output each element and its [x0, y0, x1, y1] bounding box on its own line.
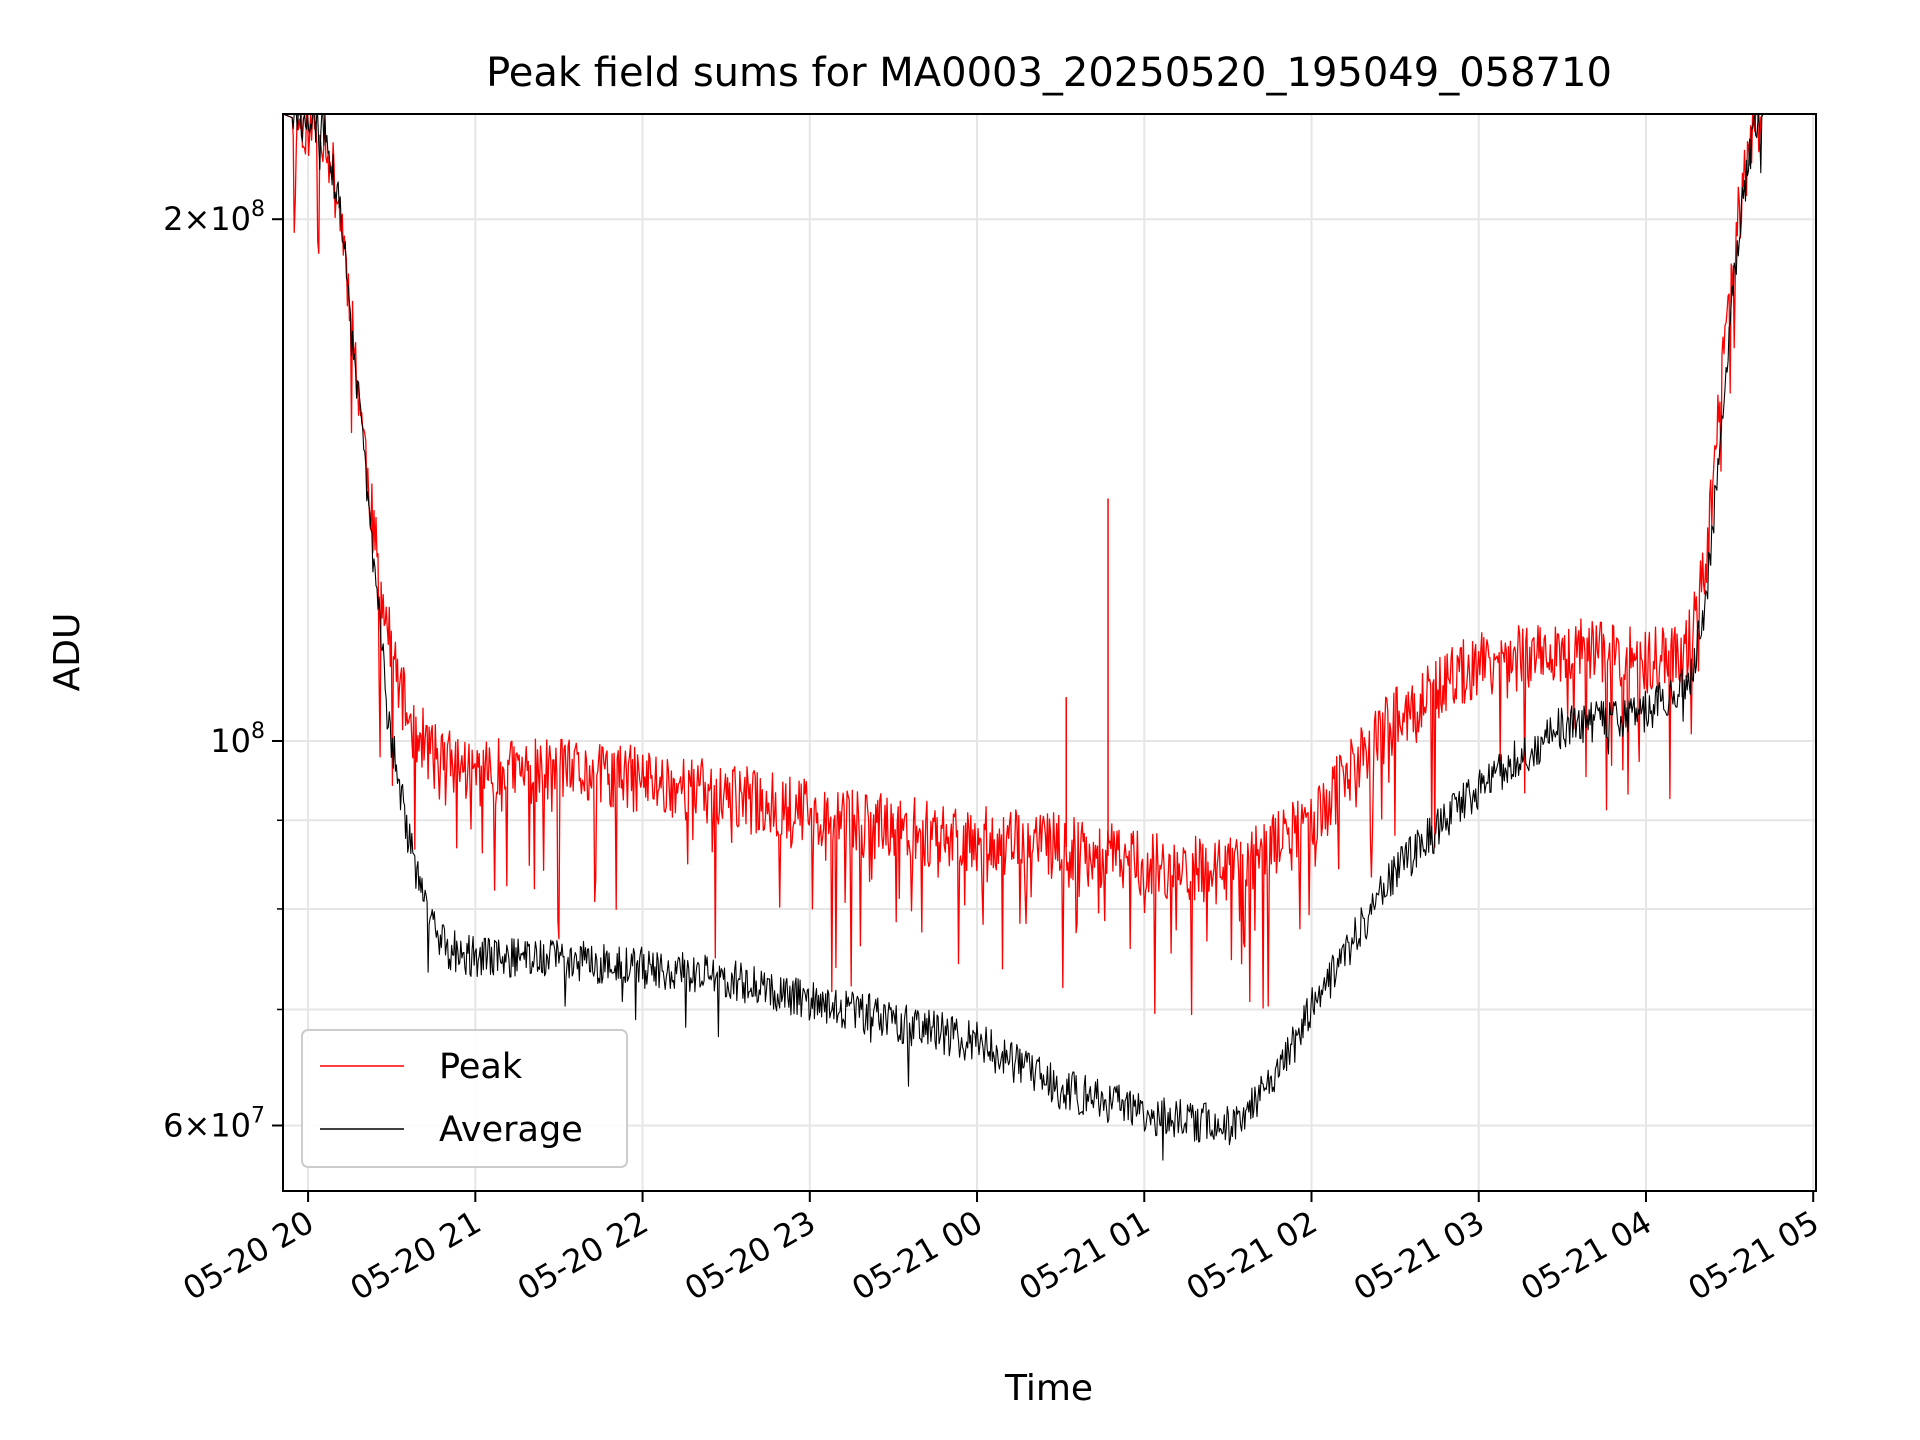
series-layer: [282, 113, 1816, 1161]
x-axis-label: Time: [1004, 1368, 1093, 1409]
chart-title: Peak field sums for MA0003_20250520_1950…: [486, 50, 1612, 96]
legend-label-peak: Peak: [439, 1047, 523, 1087]
grid-lines: [283, 114, 1816, 1191]
legend-box: [301, 1029, 628, 1168]
y-axis: 6×107 108 2×108: [163, 197, 283, 1145]
legend: Peak Average: [301, 1029, 628, 1168]
y-axis-label: ADU: [47, 613, 88, 692]
series-line-average: [282, 113, 1816, 1161]
y-tick-label: 2×108: [163, 197, 265, 238]
legend-label-average: Average: [439, 1110, 583, 1150]
plot-frame: [282, 113, 1817, 1192]
series-line-peak: [282, 113, 1816, 1016]
y-tick-label: 6×107: [163, 1104, 265, 1145]
y-tick-label: 108: [210, 719, 265, 760]
